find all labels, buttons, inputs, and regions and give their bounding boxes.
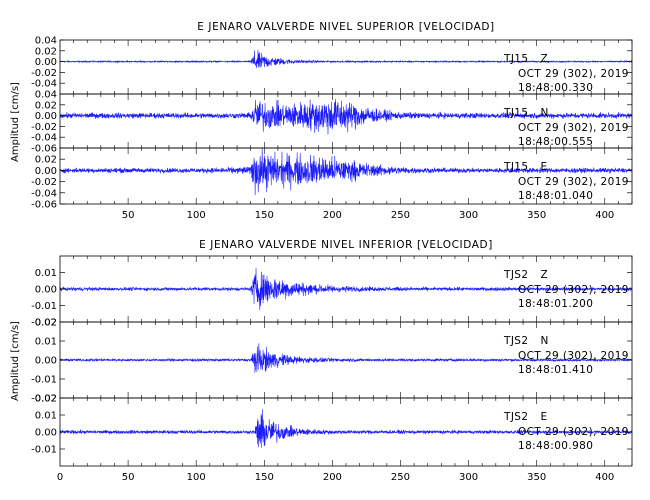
y-tick-label: 0.02 — [35, 394, 57, 405]
x-tick-label: 300 — [459, 210, 478, 221]
record-time: 18:48:01.410 — [518, 364, 593, 376]
x-tick-label: 400 — [595, 472, 614, 483]
chart-title: E JENARO VALVERDE NIVEL SUPERIOR [VELOCI… — [197, 21, 495, 33]
component-code: E — [540, 411, 547, 423]
x-tick-label: 350 — [527, 472, 546, 483]
station-label: TJS2 E — [503, 411, 548, 423]
trace-panel-tjs2-e: 0.02 0.01 0.00 -0.01 TJS2 E OCT 29 (302), 2019… — [31, 394, 633, 467]
y-tick-label: -0.01 — [31, 301, 57, 312]
y-tick-label: -0.04 — [31, 133, 57, 144]
station-label: TJS2 N — [503, 335, 549, 347]
waveform-trace — [60, 49, 632, 69]
record-time: 18:48:00.330 — [518, 82, 593, 94]
record-date: OCT 29 (302), 2019 — [518, 284, 629, 296]
y-tick-label: 0.00 — [35, 356, 57, 367]
y-tick-label: 0.01 — [35, 411, 57, 422]
record-time: 18:48:00.555 — [518, 136, 593, 148]
x-tick-label: 250 — [391, 210, 410, 221]
station-code: TJS2 — [503, 269, 528, 281]
y-tick-label: 0.02 — [35, 155, 57, 166]
trace-panel-tjs2-n: 0.02 0.01 0.00 -0.01 -0.02 TJS2 N OCT 29 (302),… — [31, 318, 633, 405]
record-date: OCT 29 (302), 2019 — [518, 426, 629, 438]
station-code: TJS2 — [503, 411, 528, 423]
chart-inferior: E JENARO VALVERDE NIVEL INFERIOR [VELOCI… — [10, 239, 633, 483]
station-code: TJ15 — [503, 53, 528, 65]
component-code: N — [540, 335, 548, 347]
y-tick-label: -0.02 — [31, 122, 57, 133]
y-tick-label: 0.02 — [35, 318, 57, 329]
station-label: TJ15 Z — [503, 53, 548, 65]
component-code: Z — [540, 269, 548, 281]
y-tick-label: 0.01 — [35, 337, 57, 348]
x-tick-label: 100 — [187, 472, 206, 483]
trace-panel-tjs2-z: 0.01 0.00 -0.01 -0.02 TJS2 Z OCT 29 (302), 201… — [31, 255, 633, 329]
y-tick-label: 0.04 — [35, 90, 57, 101]
record-time: 18:48:01.200 — [518, 298, 593, 310]
x-tick-label: 300 — [459, 472, 478, 483]
x-tick-label: 200 — [323, 210, 342, 221]
y-tick-label: -0.01 — [31, 375, 57, 386]
y-tick-label: -0.04 — [31, 188, 57, 199]
record-date: OCT 29 (302), 2019 — [518, 350, 629, 362]
chart-superior: E JENARO VALVERDE NIVEL SUPERIOR [VELOCI… — [10, 21, 633, 221]
y-tick-label: 0.00 — [35, 57, 57, 68]
y-tick-label: 0.00 — [35, 285, 57, 296]
x-tick-label: 350 — [527, 210, 546, 221]
record-time: 18:48:00.980 — [518, 440, 593, 452]
x-tick-label: 150 — [255, 210, 274, 221]
y-axis-label: Amplitud [cm/s] — [10, 82, 21, 162]
y-tick-label: -0.02 — [31, 177, 57, 188]
waveform-trace — [60, 267, 632, 310]
component-code: N — [540, 107, 548, 119]
x-tick-label: 400 — [595, 210, 614, 221]
y-tick-label: -0.06 — [31, 200, 57, 211]
y-tick-label: -0.06 — [31, 144, 57, 155]
waveform-trace — [60, 98, 632, 135]
trace-panel-tj15-z: 0.040.020.00-0.02-0.04 TJ15 Z OCT 29 (302),… — [31, 36, 633, 95]
y-tick-label: 0.04 — [35, 36, 57, 47]
component-code: Z — [540, 53, 548, 65]
station-code: TJS2 — [503, 335, 528, 347]
record-date: OCT 29 (302), 2019 — [518, 176, 629, 188]
y-tick-label: -0.02 — [31, 394, 57, 405]
y-tick-label: 0.01 — [35, 268, 57, 279]
x-tick-label: 100 — [187, 210, 206, 221]
y-tick-label: 0.00 — [35, 428, 57, 439]
y-tick-label: -0.01 — [31, 445, 57, 456]
record-time: 18:48:01.040 — [518, 190, 593, 202]
y-tick-label: 0.02 — [35, 46, 57, 57]
y-tick-label: -0.02 — [31, 318, 57, 329]
x-tick-label: 50 — [122, 472, 135, 483]
station-label: TJ15 N — [503, 107, 549, 119]
chart-title: E JENARO VALVERDE NIVEL INFERIOR [VELOCI… — [199, 239, 493, 251]
station-label: TJS2 Z — [503, 269, 548, 281]
x-tick-label: 150 — [255, 472, 274, 483]
station-code: TJ15 — [503, 161, 528, 173]
y-tick-label: 0.02 — [35, 100, 57, 111]
station-label: TJ15 E — [503, 161, 548, 173]
trace-panel-tj15-n: 0.040.020.00-0.02-0.04-0.06 TJ15 N OCT 29 (… — [31, 90, 633, 155]
y-tick-label: -0.04 — [31, 79, 57, 90]
x-tick-label: 50 — [122, 210, 135, 221]
x-tick-label: 250 — [391, 472, 410, 483]
component-code: E — [540, 161, 547, 173]
waveform-trace — [60, 409, 632, 448]
y-axis-label: Amplitud [cm/s] — [10, 321, 21, 401]
y-tick-label: 0.00 — [35, 111, 57, 122]
record-date: OCT 29 (302), 2019 — [518, 68, 629, 80]
waveform-trace — [60, 343, 632, 373]
waveform-trace — [60, 148, 632, 196]
y-tick-label: 0.00 — [35, 166, 57, 177]
x-tick-label: 0 — [57, 472, 63, 483]
record-date: OCT 29 (302), 2019 — [518, 122, 629, 134]
x-tick-label: 200 — [323, 472, 342, 483]
station-code: TJ15 — [503, 107, 528, 119]
y-tick-label: -0.02 — [31, 68, 57, 79]
